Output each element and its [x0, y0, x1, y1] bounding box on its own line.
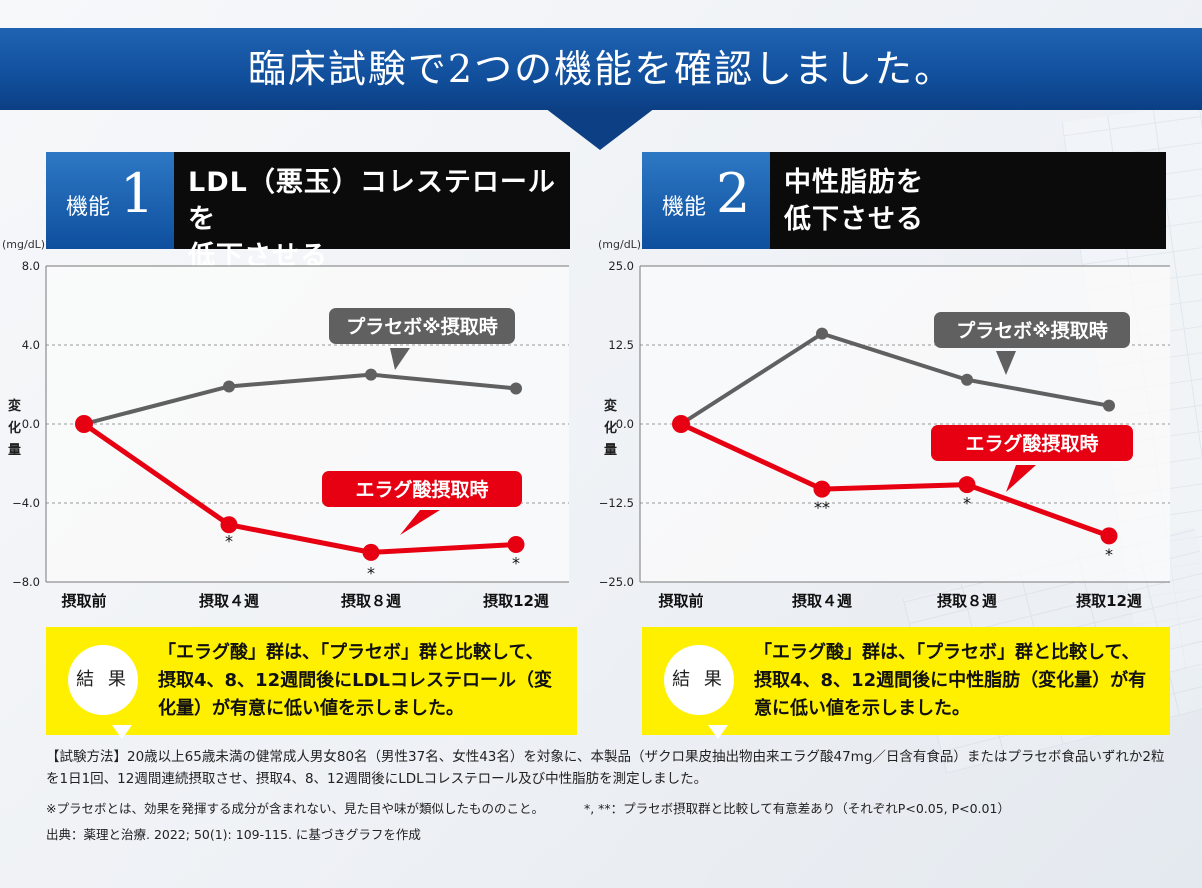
y-axis-label-char: 量	[8, 443, 21, 458]
result-badge: 結 果	[664, 645, 734, 739]
significance-note: *, **：プラセボ摂取群と比較して有意差あり（それぞれP<0.05, P<0.…	[583, 801, 1010, 816]
feature-number-box-1: 機能 1	[46, 152, 174, 249]
y-tick-label: 12.5	[608, 338, 634, 352]
result-badge-tail	[708, 725, 728, 739]
feature-description-line: LDL（悪玉）コレステロールを	[188, 167, 556, 235]
series-label-box	[322, 471, 522, 507]
y-axis-label-char: 変	[604, 398, 617, 414]
series-line	[679, 331, 1110, 426]
significance-mark: *	[963, 494, 971, 513]
y-axis-label-char: 化	[8, 420, 21, 436]
header-banner	[0, 28, 1202, 110]
series-label-tail	[996, 351, 1016, 375]
y-tick-label: 25.0	[608, 259, 634, 273]
x-tick-label: 摂取８週	[937, 592, 997, 610]
result-badge-label: 結 果	[672, 669, 726, 690]
data-point	[223, 380, 235, 393]
feature-label: 機能	[662, 195, 707, 220]
result-badge-label: 結 果	[76, 669, 130, 690]
data-point	[75, 415, 93, 433]
x-tick-label: 摂取前	[658, 592, 703, 610]
footnote-line: ※プラセボとは、効果を発揮する成分が含まれない、見た目や味が類似したもののこと。…	[46, 798, 1176, 820]
placebo-definition-note: ※プラセボとは、効果を発揮する成分が含まれない、見た目や味が類似したもののこと。	[46, 801, 544, 816]
data-point	[507, 535, 525, 553]
series-label-tail	[1006, 465, 1036, 492]
x-tick-label: 摂取８週	[341, 592, 401, 610]
series-label: エラグ酸摂取時	[355, 478, 488, 501]
feature-description: 中性脂肪を 低下させる	[784, 164, 924, 238]
significance-mark: **	[814, 498, 830, 517]
unit-label: (mg/dL)	[598, 238, 641, 251]
data-point	[365, 368, 377, 381]
data-point	[362, 543, 380, 561]
y-tick-label: 0.0	[616, 417, 634, 431]
significance-mark: *	[512, 553, 520, 572]
feature-description-line: 中性脂肪を	[784, 167, 924, 198]
unit-label: (mg/dL)	[2, 238, 45, 251]
data-point	[1103, 399, 1115, 412]
significance-mark: *	[367, 563, 375, 582]
data-point	[961, 373, 973, 386]
y-axis-label-char: 量	[604, 443, 617, 458]
feature-panel-2: 機能 2 中性脂肪を 低下させる	[642, 152, 1166, 762]
significance-mark: *	[225, 532, 233, 551]
y-tick-label: −8.0	[12, 575, 40, 589]
footnotes: 【試験方法】20歳以上65歳未満の健常成人男女80名（男性37名、女性43名）を…	[46, 746, 1176, 846]
series-line	[679, 421, 1110, 539]
significance-mark: *	[1105, 545, 1113, 564]
banner-pointer	[545, 108, 655, 150]
x-tick-label: 摂取４週	[199, 592, 259, 610]
data-point	[813, 480, 831, 498]
result-badge-tail	[112, 725, 132, 739]
page-title: 臨床試験で2つの機能を確認しました。	[247, 47, 955, 91]
x-tick-label: 摂取12週	[1076, 592, 1142, 610]
result-badge: 結 果	[68, 645, 138, 739]
feature-number: 2	[716, 162, 751, 225]
y-tick-label: −4.0	[12, 496, 40, 510]
result-box-2: 結 果 「エラグ酸」群は、「プラセボ」群と比較して、摂取4、8、12週間後に中性…	[642, 627, 1170, 739]
test-method-note: 【試験方法】20歳以上65歳未満の健常成人男女80名（男性37名、女性43名）を…	[46, 749, 1165, 787]
series-label-box	[329, 308, 515, 344]
series-label-tail	[390, 348, 410, 370]
feature-description-line: 低下させる	[784, 204, 924, 235]
source-note: 出典：薬理と治療. 2022; 50(1): 109-115. に基づきグラフを…	[46, 827, 421, 842]
data-point	[672, 415, 690, 433]
x-tick-label: 摂取４週	[792, 592, 852, 610]
series-label: プラセボ※摂取時	[956, 319, 1107, 342]
series-line	[83, 372, 517, 426]
y-axis-label-char: 変	[8, 398, 21, 414]
feature-label: 機能	[66, 195, 111, 220]
feature-header-2: 機能 2 中性脂肪を 低下させる	[642, 152, 1166, 249]
series-label: エラグ酸摂取時	[965, 432, 1098, 455]
feature-description-box-2: 中性脂肪を 低下させる	[770, 152, 1166, 249]
data-point	[958, 476, 976, 494]
y-tick-label: 0.0	[22, 417, 40, 431]
series-label: プラセボ※摂取時	[346, 315, 497, 338]
y-axis-label-char: 化	[604, 420, 617, 436]
x-tick-label: 摂取12週	[483, 592, 549, 610]
data-point	[510, 382, 522, 395]
result-text: 「エラグ酸」群は、「プラセボ」群と比較して、摂取4、8、12週間後にLDLコレス…	[158, 642, 552, 719]
series-label-box	[934, 312, 1130, 348]
result-text: 「エラグ酸」群は、「プラセボ」群と比較して、摂取4、8、12週間後に中性脂肪（変…	[754, 642, 1147, 719]
y-tick-label: 8.0	[22, 259, 40, 273]
y-tick-label: −25.0	[599, 575, 634, 589]
feature-number-box-2: 機能 2	[642, 152, 770, 249]
series-label-box	[931, 425, 1133, 461]
data-point	[220, 516, 238, 534]
feature-number: 1	[120, 162, 155, 225]
y-tick-label: 4.0	[22, 338, 40, 352]
y-tick-label: −12.5	[599, 496, 634, 510]
series-label-tail	[400, 510, 440, 535]
data-point	[1100, 527, 1118, 545]
data-point	[816, 327, 828, 340]
x-tick-label: 摂取前	[61, 592, 106, 610]
result-box-1: 結 果 「エラグ酸」群は、「プラセボ」群と比較して、摂取4、8、12週間後にLD…	[46, 627, 577, 739]
series-line	[82, 421, 517, 555]
